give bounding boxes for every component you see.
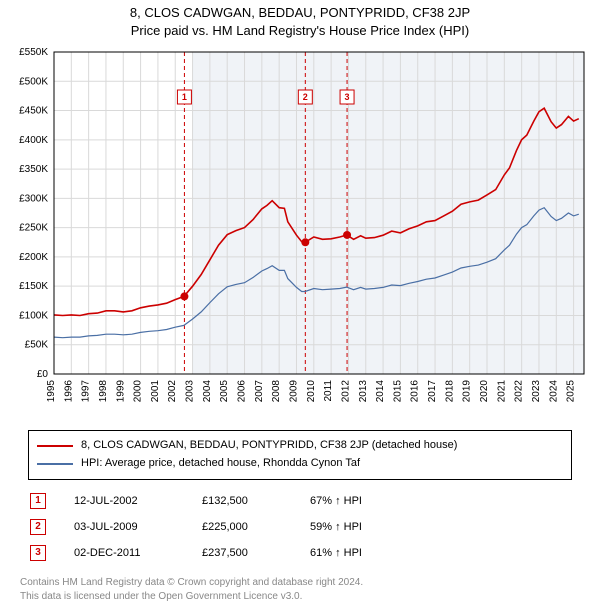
- legend-label-hpi: HPI: Average price, detached house, Rhon…: [81, 455, 360, 473]
- svg-text:2010: 2010: [306, 380, 317, 403]
- svg-text:£100K: £100K: [19, 311, 48, 322]
- svg-text:2005: 2005: [219, 380, 230, 403]
- svg-text:2020: 2020: [479, 380, 490, 403]
- marker-badge: 3: [30, 545, 46, 561]
- marker-note: 67% ↑ HPI: [310, 495, 570, 507]
- svg-text:£0: £0: [37, 369, 49, 380]
- svg-text:£150K: £150K: [19, 282, 48, 293]
- svg-text:3: 3: [345, 92, 350, 102]
- marker-row: 3 02-DEC-2011 £237,500 61% ↑ HPI: [30, 540, 570, 566]
- svg-text:2003: 2003: [185, 380, 196, 403]
- marker-note: 61% ↑ HPI: [310, 547, 570, 559]
- marker-date: 12-JUL-2002: [74, 495, 174, 507]
- svg-text:2008: 2008: [271, 380, 282, 403]
- footer-line: Contains HM Land Registry data © Crown c…: [20, 576, 580, 590]
- svg-text:2022: 2022: [514, 380, 525, 403]
- svg-text:£250K: £250K: [19, 223, 48, 234]
- svg-text:£550K: £550K: [19, 47, 48, 58]
- svg-text:2007: 2007: [254, 380, 265, 403]
- title-subtitle: Price paid vs. HM Land Registry's House …: [0, 22, 600, 40]
- svg-text:1999: 1999: [115, 380, 126, 403]
- svg-text:2: 2: [303, 92, 308, 102]
- svg-text:2016: 2016: [410, 380, 421, 403]
- marker-price: £132,500: [202, 495, 282, 507]
- marker-date: 02-DEC-2011: [74, 547, 174, 559]
- marker-price: £237,500: [202, 547, 282, 559]
- marker-note: 59% ↑ HPI: [310, 521, 570, 533]
- footer-line: This data is licensed under the Open Gov…: [20, 590, 580, 604]
- svg-text:2024: 2024: [548, 380, 559, 403]
- svg-text:2015: 2015: [392, 380, 403, 403]
- chart-area: £0 £50K £100K £150K £200K £250K £300K £350K £400…: [6, 44, 594, 424]
- marker-row: 1 12-JUL-2002 £132,500 67% ↑ HPI: [30, 488, 570, 514]
- legend-box: 8, CLOS CADWGAN, BEDDAU, PONTYPRIDD, CF3…: [28, 430, 572, 479]
- svg-text:2012: 2012: [340, 380, 351, 403]
- svg-text:2001: 2001: [150, 380, 161, 403]
- svg-text:£50K: £50K: [25, 340, 49, 351]
- svg-text:2025: 2025: [566, 380, 577, 403]
- svg-text:1995: 1995: [46, 380, 57, 403]
- chart-container: 8, CLOS CADWGAN, BEDDAU, PONTYPRIDD, CF3…: [0, 0, 600, 604]
- svg-text:1998: 1998: [98, 380, 109, 403]
- svg-text:1: 1: [182, 92, 187, 102]
- svg-text:2006: 2006: [237, 380, 248, 403]
- svg-text:£350K: £350K: [19, 164, 48, 175]
- legend-swatch-hpi: [37, 463, 73, 465]
- chart-svg: £0 £50K £100K £150K £200K £250K £300K £350K £400…: [6, 44, 594, 424]
- svg-text:£450K: £450K: [19, 106, 48, 117]
- legend-row: 8, CLOS CADWGAN, BEDDAU, PONTYPRIDD, CF3…: [37, 437, 563, 455]
- svg-text:2023: 2023: [531, 380, 542, 403]
- marker-badge: 1: [30, 493, 46, 509]
- svg-text:2011: 2011: [323, 380, 334, 402]
- svg-text:1997: 1997: [81, 380, 92, 403]
- svg-text:£400K: £400K: [19, 135, 48, 146]
- marker-badge: 2: [30, 519, 46, 535]
- svg-text:2017: 2017: [427, 380, 438, 403]
- marker-row: 2 03-JUL-2009 £225,000 59% ↑ HPI: [30, 514, 570, 540]
- legend-swatch-price: [37, 445, 73, 447]
- svg-text:£500K: £500K: [19, 77, 48, 88]
- svg-text:2009: 2009: [288, 380, 299, 403]
- svg-text:2004: 2004: [202, 380, 213, 403]
- svg-text:2018: 2018: [444, 380, 455, 403]
- svg-text:2000: 2000: [133, 380, 144, 403]
- svg-text:2002: 2002: [167, 380, 178, 403]
- marker-table: 1 12-JUL-2002 £132,500 67% ↑ HPI 2 03-JU…: [30, 488, 570, 566]
- title-block: 8, CLOS CADWGAN, BEDDAU, PONTYPRIDD, CF3…: [0, 0, 600, 42]
- legend-row: HPI: Average price, detached house, Rhon…: [37, 455, 563, 473]
- legend-label-price: 8, CLOS CADWGAN, BEDDAU, PONTYPRIDD, CF3…: [81, 437, 457, 455]
- svg-text:2019: 2019: [462, 380, 473, 403]
- svg-text:£300K: £300K: [19, 194, 48, 205]
- svg-text:2021: 2021: [496, 380, 507, 403]
- marker-price: £225,000: [202, 521, 282, 533]
- svg-text:2014: 2014: [375, 380, 386, 403]
- svg-text:1996: 1996: [63, 380, 74, 403]
- title-address: 8, CLOS CADWGAN, BEDDAU, PONTYPRIDD, CF3…: [0, 4, 600, 22]
- svg-text:2013: 2013: [358, 380, 369, 403]
- svg-text:£200K: £200K: [19, 252, 48, 263]
- marker-date: 03-JUL-2009: [74, 521, 174, 533]
